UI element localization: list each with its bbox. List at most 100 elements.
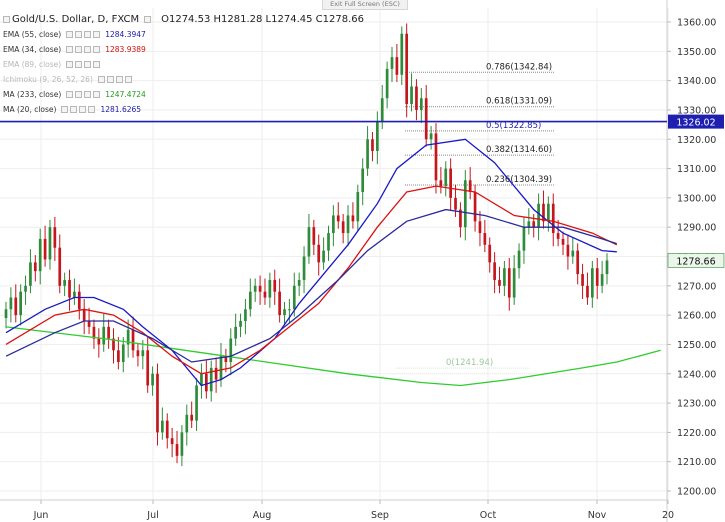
candle-body (566, 244, 570, 257)
eye-icon[interactable] (66, 31, 74, 38)
settings-icon[interactable] (75, 31, 83, 38)
more-icon[interactable] (124, 76, 132, 83)
candle-body (302, 256, 306, 280)
settings-icon[interactable] (106, 76, 114, 83)
price-tick-label: 1300.00 (677, 193, 716, 204)
time-tick-label: Jun (33, 510, 49, 521)
eye-icon[interactable] (66, 91, 74, 98)
candle-body (576, 250, 580, 275)
candle-body (327, 233, 330, 251)
delete-icon[interactable] (84, 46, 92, 53)
time-tick-label: Nov (588, 510, 607, 521)
candle-body (180, 432, 184, 456)
candle-body (463, 180, 467, 228)
candle-body (63, 279, 66, 286)
candle-body (351, 215, 355, 222)
settings-icon[interactable] (75, 91, 83, 98)
delete-icon[interactable] (79, 106, 87, 113)
exit-fullscreen-button[interactable]: Exit Full Screen (ESC) (322, 0, 408, 10)
candle-body (185, 414, 189, 433)
candle-body (58, 247, 62, 286)
ema-34-close-line (5, 185, 618, 375)
delete-icon[interactable] (84, 61, 92, 68)
legend: Gold/U.S. Dollar, D, FXCM O1274.53 H1281… (3, 11, 364, 117)
collapse-icon[interactable] (3, 15, 10, 23)
time-tick-label: 20 (662, 510, 674, 521)
candle-body (542, 203, 545, 222)
candle-body (77, 291, 81, 310)
candle-body (33, 262, 37, 272)
candle-body (107, 326, 110, 339)
candle-body (380, 98, 384, 122)
indicator-value: 1247.4724 (105, 90, 146, 99)
more-icon[interactable] (88, 106, 96, 113)
ma-233-close-line (5, 326, 661, 387)
ma-20-close-line (5, 138, 617, 387)
candle-body (517, 250, 521, 269)
indicator-name: EMA (89, close) (3, 60, 62, 69)
candle-body (170, 438, 174, 445)
indicator-row: EMA (89, close) (3, 57, 364, 72)
candle-body (590, 268, 594, 298)
settings-icon[interactable] (144, 15, 152, 23)
candle-body (209, 367, 213, 392)
ohlc-values: O1274.53 H1281.28 L1274.45 C1278.66 (161, 13, 364, 25)
settings-icon[interactable] (70, 106, 78, 113)
eye-icon[interactable] (66, 46, 74, 53)
eye-icon[interactable] (97, 76, 105, 83)
candle-body (415, 86, 418, 110)
last-price-tag (667, 253, 725, 268)
candle-body (263, 291, 267, 298)
candle-body (317, 244, 321, 263)
candle-body (297, 279, 301, 286)
eye-icon[interactable] (61, 106, 69, 113)
candle-body (190, 414, 194, 421)
candle-body (493, 262, 496, 280)
settings-icon[interactable] (75, 46, 83, 53)
candle-body (48, 227, 52, 260)
settings-icon[interactable] (75, 61, 83, 68)
delete-icon[interactable] (84, 91, 92, 98)
candle-body (468, 180, 472, 193)
candle-body (258, 285, 262, 292)
delete-icon[interactable] (115, 76, 123, 83)
horizontal-line: 1326.02 (0, 114, 724, 129)
more-icon[interactable] (93, 46, 101, 53)
more-icon[interactable] (93, 31, 101, 38)
delete-icon[interactable] (84, 31, 92, 38)
more-icon[interactable] (93, 61, 101, 68)
candle-body (332, 215, 335, 234)
candle-body (547, 203, 550, 222)
candle-body (195, 385, 198, 421)
time-tick-label: Aug (253, 510, 272, 521)
indicator-name: EMA (34, close) (3, 45, 62, 54)
more-icon[interactable] (93, 91, 101, 98)
time-axis: Jun Jul Aug Sep Oct Nov 20 (33, 500, 674, 521)
fib-level-label: 0.382(1314.60) (486, 145, 552, 155)
candle-body (156, 373, 159, 433)
eye-icon[interactable] (66, 61, 74, 68)
price-tick-label: 1290.00 (677, 223, 716, 234)
candle-body (14, 297, 18, 316)
candle-body (341, 221, 345, 234)
candle-body (488, 244, 492, 263)
fib-level-label: 0.236(1304.39) (486, 175, 552, 185)
candle-body (405, 33, 409, 105)
candle-body (400, 33, 404, 75)
candle-body (239, 320, 242, 327)
candle-body (146, 350, 150, 386)
price-tick-label: 1240.00 (677, 369, 716, 380)
candle-body (234, 326, 237, 339)
candle-body (292, 285, 296, 310)
candle-body (390, 57, 394, 69)
horizontal-line-price-label: 1326.02 (676, 118, 715, 129)
indicator-name: EMA (55, close) (3, 30, 62, 39)
candle-body (204, 373, 208, 392)
candle-body (253, 285, 257, 292)
candle-body (288, 309, 291, 311)
candle-body (136, 350, 140, 357)
candle-body (53, 227, 57, 248)
candle-body (595, 268, 599, 286)
candle-body (385, 68, 389, 99)
